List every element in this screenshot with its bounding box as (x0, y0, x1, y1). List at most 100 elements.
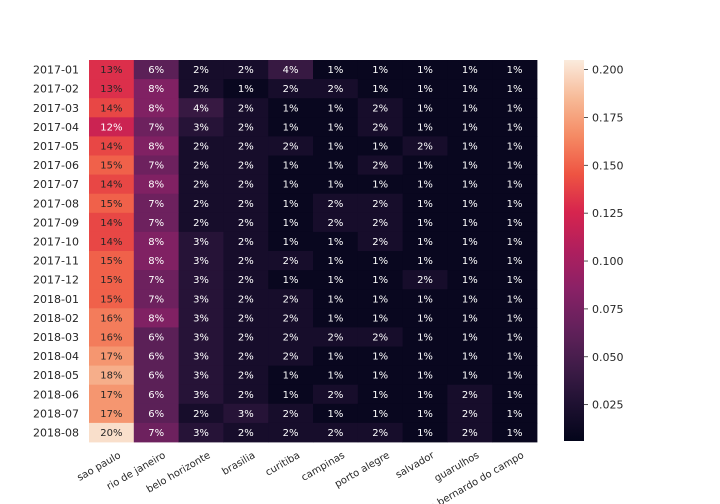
cell-value-label: 1% (372, 65, 388, 76)
cell-value-label: 14% (100, 141, 122, 152)
cell-value-label: 1% (238, 84, 254, 95)
heatmap-cell (447, 98, 493, 118)
heatmap-cell (178, 346, 224, 366)
cell-value-label: 6% (148, 332, 164, 343)
cell-value-label: 1% (283, 237, 299, 248)
cell-value-label: 1% (327, 103, 343, 114)
heatmap-cell (447, 422, 493, 443)
cell-value-label: 2% (327, 218, 343, 229)
colorbar-gradient (564, 60, 584, 441)
cell-value-label: 1% (507, 103, 523, 114)
cell-value-label: 7% (148, 294, 164, 305)
cell-value-label: 1% (372, 180, 388, 191)
cell-value-label: 1% (462, 199, 478, 210)
cell-value-label: 2% (372, 122, 388, 133)
cell-value-label: 15% (100, 294, 122, 305)
colorbar-tick-label: 0.150 (592, 159, 624, 172)
row-label: 2017-04 (33, 121, 79, 134)
row-label: 2017-07 (33, 178, 79, 191)
heatmap-cell (89, 98, 135, 118)
heatmap-cell (492, 270, 538, 290)
heatmap-cell (223, 403, 269, 424)
heatmap-cell (402, 174, 448, 195)
cell-value-label: 3% (193, 256, 209, 267)
heatmap-cell (313, 79, 359, 99)
cell-value-label: 1% (462, 218, 478, 229)
row-label: 2017-08 (33, 197, 79, 210)
cell-value-label: 1% (507, 218, 523, 229)
heatmap-cells (89, 60, 538, 443)
cell-value-label: 2% (238, 122, 254, 133)
heatmap-cell (178, 231, 224, 252)
cell-value-label: 2% (238, 294, 254, 305)
heatmap-cell (447, 346, 493, 366)
cell-value-label: 1% (462, 275, 478, 286)
heatmap-cell (223, 60, 269, 80)
heatmap-cell (89, 117, 135, 137)
cell-value-label: 7% (148, 428, 164, 439)
cell-labels: 13% 6% 2% 2% 4% 1% 1% 1% 1% 1% 13% 8% 2% 1% 2% 2% 1% 1% 1%… (100, 65, 522, 439)
heatmap-cell (268, 308, 314, 328)
heatmap-cell (402, 136, 448, 156)
heatmap-cell (178, 212, 224, 233)
cell-value-label: 1% (327, 65, 343, 76)
cell-value-label: 1% (462, 256, 478, 267)
heatmap-cell (268, 212, 314, 233)
cell-value-label: 2% (327, 84, 343, 95)
cell-value-label: 8% (148, 313, 164, 324)
heatmap-cell (178, 270, 224, 290)
heatmap-cell (402, 346, 448, 366)
heatmap-cell (492, 403, 538, 424)
heatmap-cell (268, 384, 314, 405)
heatmap-cell (492, 155, 538, 175)
cell-value-label: 14% (100, 180, 122, 191)
cell-value-label: 2% (462, 390, 478, 401)
heatmap-cell (133, 346, 179, 366)
heatmap-cell (223, 193, 269, 214)
row-label: 2017-02 (33, 83, 79, 96)
cell-value-label: 2% (238, 161, 254, 172)
heatmap-cell (268, 174, 314, 195)
cell-value-label: 2% (238, 352, 254, 363)
heatmap-cell (133, 174, 179, 195)
cell-value-label: 2% (238, 428, 254, 439)
heatmap-cell (402, 308, 448, 328)
row-label: 2017-10 (33, 235, 79, 248)
heatmap-cell (492, 231, 538, 252)
row-label: 2017-11 (33, 255, 79, 268)
heatmap-cell (178, 79, 224, 99)
heatmap-cell (313, 346, 359, 366)
cell-value-label: 2% (238, 237, 254, 248)
cell-value-label: 2% (462, 428, 478, 439)
cell-value-label: 16% (100, 332, 122, 343)
heatmap-cell (447, 193, 493, 214)
heatmap-cell (492, 289, 538, 309)
cell-value-label: 14% (100, 237, 122, 248)
heatmap-cell (447, 289, 493, 309)
cell-value-label: 1% (372, 275, 388, 286)
heatmap-cell (313, 308, 359, 328)
colorbar-tick-label: 0.075 (592, 303, 624, 316)
cell-value-label: 1% (462, 122, 478, 133)
heatmap-cell (313, 422, 359, 443)
cell-value-label: 6% (148, 352, 164, 363)
heatmap-cell (268, 60, 314, 80)
heatmap-cell (223, 384, 269, 405)
cell-value-label: 2% (193, 161, 209, 172)
cell-value-label: 1% (372, 352, 388, 363)
cell-value-label: 1% (417, 390, 433, 401)
cell-value-label: 1% (327, 256, 343, 267)
heatmap-cell (89, 384, 135, 405)
row-label: 2017-03 (33, 102, 79, 115)
cell-value-label: 2% (327, 332, 343, 343)
cell-value-label: 2% (327, 390, 343, 401)
row-label: 2018-05 (33, 369, 79, 382)
heatmap-cell (133, 251, 179, 271)
cell-value-label: 2% (238, 332, 254, 343)
row-label: 2018-02 (33, 312, 79, 325)
heatmap-cell (313, 270, 359, 290)
cell-value-label: 1% (417, 352, 433, 363)
cell-value-label: 8% (148, 84, 164, 95)
heatmap-cell (492, 79, 538, 99)
cell-value-label: 1% (507, 256, 523, 267)
